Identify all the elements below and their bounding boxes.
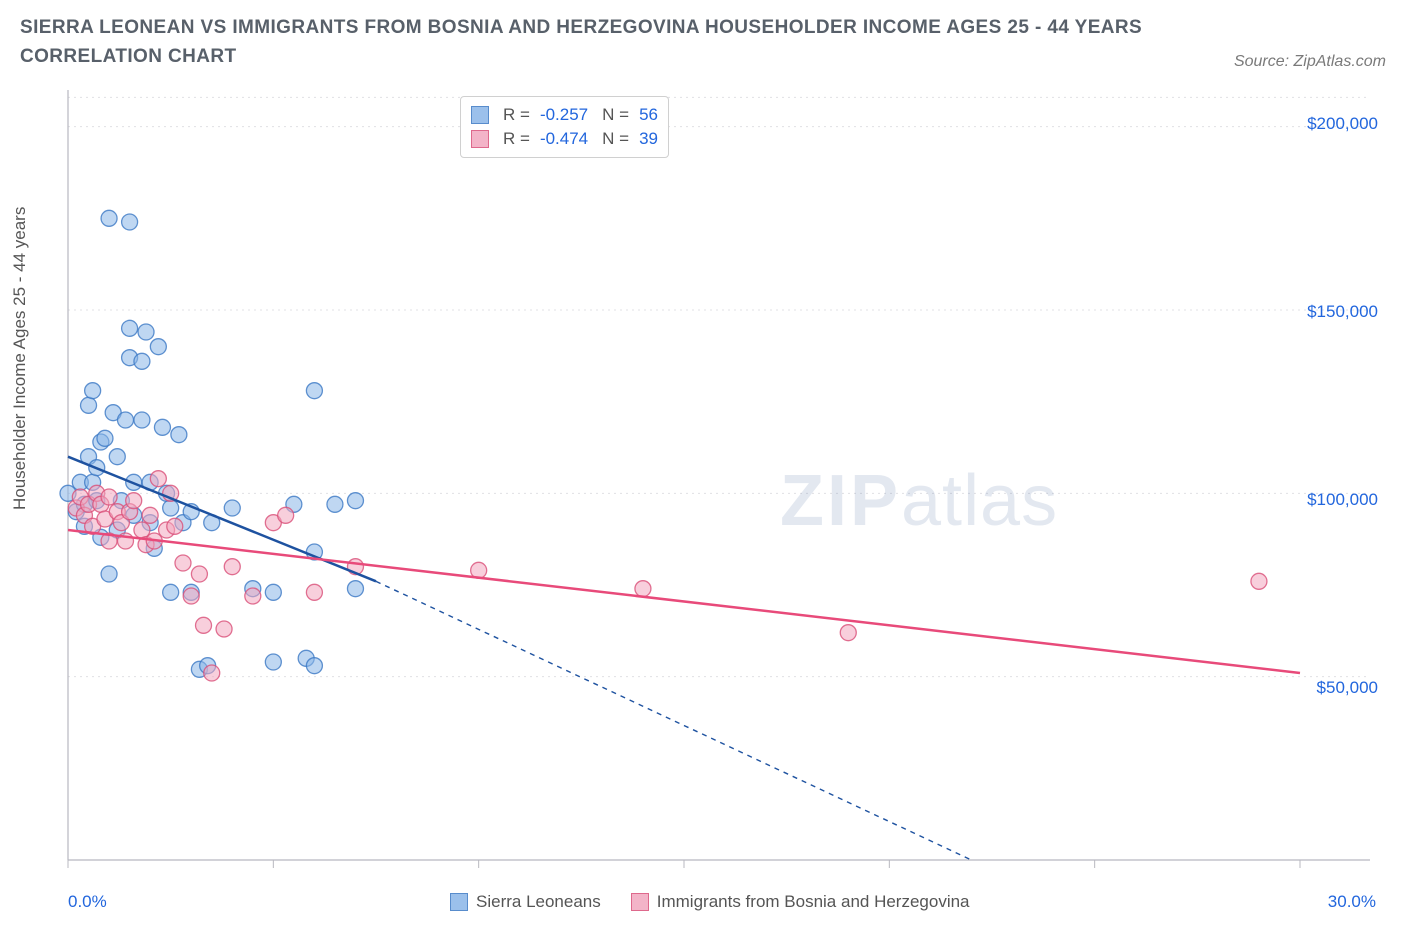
- chart-container: Householder Income Ages 25 - 44 years ZI…: [20, 90, 1386, 910]
- chart-title: SIERRA LEONEAN VS IMMIGRANTS FROM BOSNIA…: [20, 14, 1170, 71]
- legend-item-series-0: Sierra Leoneans: [450, 892, 601, 912]
- legend-row-series-0: R = -0.257 N = 56: [471, 103, 658, 127]
- y-tick-label: $100,000: [1307, 490, 1378, 510]
- x-axis-min-label: 0.0%: [68, 892, 107, 912]
- legend-item-series-1: Immigrants from Bosnia and Herzegovina: [631, 892, 970, 912]
- y-tick-label: $200,000: [1307, 114, 1378, 134]
- swatch-series-0: [450, 893, 468, 911]
- scatter-plot: [50, 90, 1370, 880]
- legend-row-series-1: R = -0.474 N = 39: [471, 127, 658, 151]
- swatch-series-1: [471, 130, 489, 148]
- y-tick-label: $50,000: [1317, 678, 1378, 698]
- y-tick-label: $150,000: [1307, 302, 1378, 322]
- watermark: ZIPatlas: [780, 460, 1058, 542]
- source-attribution: Source: ZipAtlas.com: [1234, 53, 1386, 71]
- swatch-series-0: [471, 106, 489, 124]
- y-axis-label: Householder Income Ages 25 - 44 years: [10, 207, 30, 510]
- correlation-legend: R = -0.257 N = 56 R = -0.474 N = 39: [460, 96, 669, 158]
- swatch-series-1: [631, 893, 649, 911]
- x-axis-max-label: 30.0%: [1328, 892, 1376, 912]
- series-legend: Sierra Leoneans Immigrants from Bosnia a…: [450, 892, 970, 912]
